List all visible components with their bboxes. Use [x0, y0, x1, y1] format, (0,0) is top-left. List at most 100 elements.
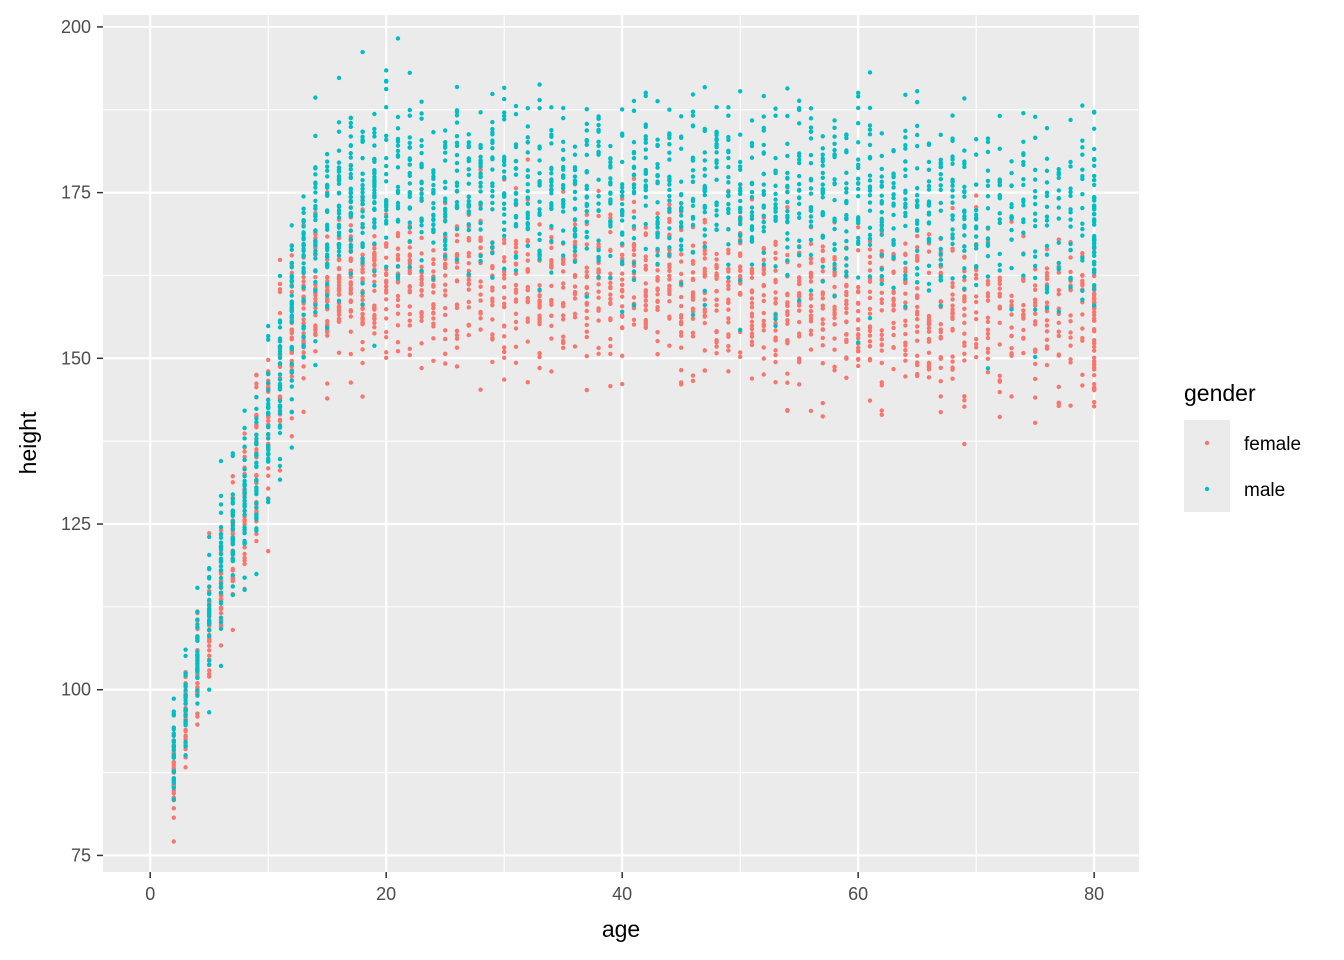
- data-point-female: [655, 351, 660, 357]
- data-point-male: [466, 210, 471, 216]
- data-point-female: [454, 332, 460, 338]
- data-point-female: [383, 350, 389, 355]
- data-point-female: [289, 335, 294, 340]
- data-point-male: [962, 188, 967, 194]
- data-point-male: [501, 96, 507, 102]
- data-point-female: [903, 241, 908, 246]
- data-point-male: [596, 139, 601, 145]
- data-point-male: [726, 262, 731, 267]
- data-point-male: [903, 273, 908, 278]
- data-point-male: [549, 223, 554, 229]
- data-point-male: [1091, 177, 1097, 183]
- data-point-female: [513, 186, 519, 191]
- data-point-male: [289, 284, 294, 289]
- data-point-female: [820, 400, 825, 406]
- data-point-male: [655, 99, 660, 104]
- data-point-male: [454, 143, 460, 149]
- data-point-female: [395, 257, 401, 263]
- data-point-male: [938, 132, 943, 137]
- data-point-male: [490, 194, 495, 199]
- data-point-female: [678, 259, 684, 264]
- data-point-male: [844, 212, 849, 218]
- data-point-male: [631, 302, 637, 308]
- data-point-female: [1056, 333, 1061, 339]
- data-point-male: [926, 202, 932, 207]
- data-point-male: [478, 154, 483, 159]
- data-point-male: [867, 315, 873, 321]
- data-point-female: [938, 334, 943, 339]
- data-point-male: [761, 224, 766, 230]
- data-point-female: [714, 251, 719, 257]
- data-point-male: [336, 75, 342, 81]
- data-point-female: [313, 275, 318, 280]
- data-point-male: [985, 206, 991, 211]
- data-point-female: [395, 246, 401, 252]
- data-point-female: [525, 287, 530, 293]
- data-point-female: [855, 345, 861, 351]
- data-point-male: [572, 226, 578, 231]
- data-point-male: [938, 262, 943, 267]
- data-point-female: [230, 576, 235, 582]
- data-point-male: [348, 186, 353, 191]
- data-point-male: [631, 215, 637, 220]
- data-point-female: [1080, 335, 1085, 341]
- data-point-male: [844, 198, 849, 204]
- data-point-male: [348, 155, 353, 160]
- data-point-male: [737, 89, 743, 94]
- data-point-male: [619, 182, 625, 187]
- data-point-male: [773, 197, 778, 202]
- data-point-male: [324, 168, 330, 173]
- data-point-male: [277, 345, 283, 350]
- data-point-male: [726, 242, 731, 247]
- data-point-female: [1021, 327, 1026, 333]
- legend-label-male: male: [1244, 480, 1285, 501]
- data-point-female: [950, 303, 955, 308]
- data-point-male: [195, 693, 200, 698]
- data-point-male: [1032, 354, 1038, 360]
- data-point-male: [195, 656, 200, 661]
- data-point-female: [808, 347, 814, 352]
- data-point-female: [572, 296, 578, 301]
- data-point-male: [950, 217, 955, 222]
- data-point-male: [277, 273, 283, 279]
- data-point-male: [183, 718, 188, 724]
- data-point-female: [714, 257, 719, 262]
- data-point-female: [348, 280, 353, 285]
- data-point-female: [903, 318, 908, 323]
- data-point-male: [926, 221, 932, 226]
- data-point-female: [313, 293, 318, 298]
- data-point-male: [973, 182, 979, 187]
- data-point-female: [879, 337, 884, 342]
- data-point-male: [383, 179, 389, 184]
- data-point-male: [230, 501, 235, 506]
- data-point-male: [962, 244, 967, 249]
- data-point-female: [950, 326, 955, 332]
- data-point-female: [808, 256, 814, 262]
- data-point-male: [773, 206, 778, 211]
- data-point-male: [277, 383, 283, 388]
- data-point-female: [301, 376, 306, 381]
- data-point-female: [537, 365, 542, 371]
- data-point-female: [608, 292, 613, 297]
- data-point-female: [501, 301, 507, 306]
- data-point-male: [324, 174, 330, 179]
- data-point-female: [997, 342, 1002, 347]
- data-point-male: [360, 260, 365, 265]
- data-point-female: [655, 292, 660, 297]
- data-point-male: [395, 206, 401, 211]
- data-point-male: [596, 177, 601, 183]
- data-point-male: [855, 176, 861, 181]
- data-point-male: [230, 537, 235, 542]
- data-point-male: [985, 149, 991, 155]
- data-point-female: [726, 307, 731, 312]
- data-point-male: [832, 177, 837, 182]
- data-point-female: [289, 289, 294, 295]
- data-point-female: [537, 321, 542, 327]
- data-point-female: [914, 256, 920, 261]
- data-point-female: [596, 306, 601, 311]
- data-point-female: [501, 237, 507, 242]
- data-point-male: [1068, 189, 1073, 195]
- data-point-male: [336, 208, 342, 213]
- data-point-female: [619, 353, 625, 358]
- data-point-male: [631, 149, 637, 155]
